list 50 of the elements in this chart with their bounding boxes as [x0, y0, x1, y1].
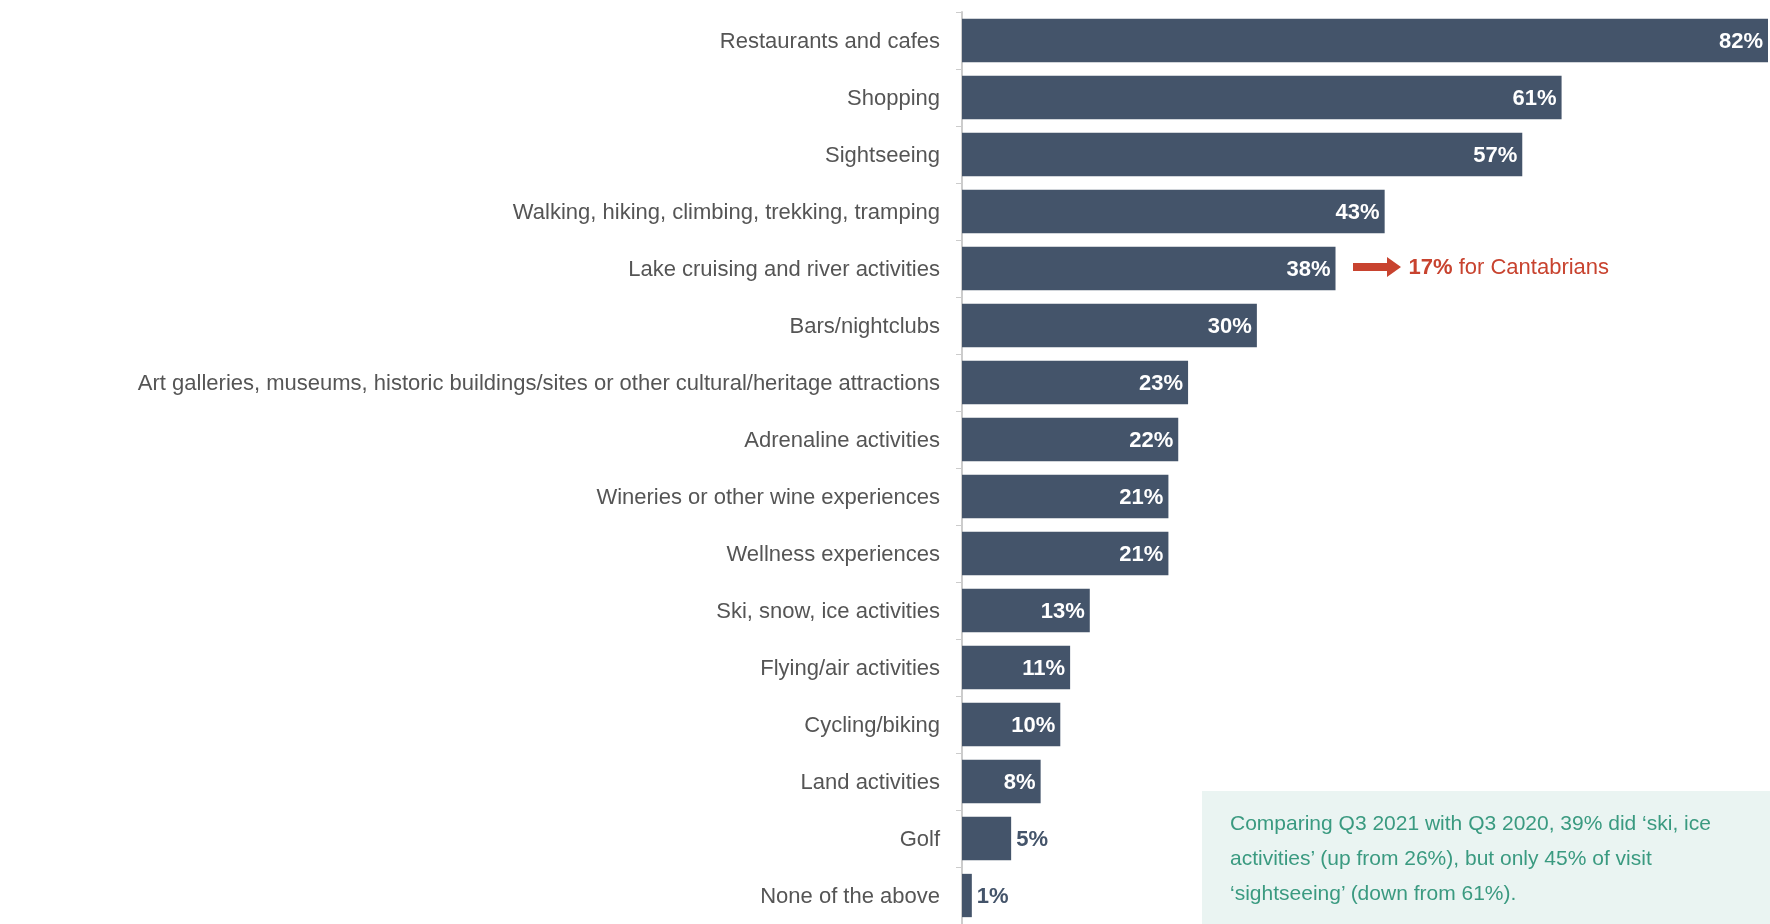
y-tick-label: Sightseeing: [825, 142, 940, 167]
y-tick-label: Lake cruising and river activities: [628, 256, 940, 281]
bar: [962, 360, 1189, 405]
note-box: Comparing Q3 2021 with Q3 2020, 39% did ‘ski, ice activities’ (up from 26%), but only 45% of visit ‘sightseeing’ (down from 61%).: [1202, 791, 1770, 924]
y-tick-label: Restaurants and cafes: [719, 28, 940, 53]
y-tick-label: None of the above: [760, 883, 940, 908]
y-tick-label: Wineries or other wine experiences: [596, 484, 940, 509]
y-tick-label: Ski, snow, ice activities: [716, 598, 940, 623]
bar: [962, 303, 1257, 348]
y-tick-label: Shopping: [847, 85, 940, 110]
y-tick-label: Cycling/biking: [804, 712, 940, 737]
data-label: 38%: [1286, 256, 1331, 281]
bar: [962, 759, 1041, 804]
data-label: 30%: [1207, 313, 1252, 338]
bar: [962, 246, 1336, 291]
data-label: 82%: [1718, 28, 1763, 53]
data-label: 1%: [976, 883, 1009, 908]
data-label: 21%: [1119, 484, 1164, 509]
bar: [962, 702, 1061, 747]
annotation: 17% for Cantabrians: [1408, 253, 1610, 280]
data-label: 21%: [1119, 541, 1164, 566]
y-tick-label: Adrenaline activities: [744, 427, 940, 452]
data-label: 61%: [1512, 85, 1557, 110]
bar: [962, 816, 1012, 861]
data-label: 13%: [1040, 598, 1085, 623]
bar: [962, 132, 1523, 177]
y-tick-label: Walking, hiking, climbing, trekking, tramping: [512, 199, 940, 224]
data-label: 57%: [1473, 142, 1518, 167]
bar: [962, 873, 972, 918]
y-tick-label: Land activities: [800, 769, 940, 794]
y-tick-label: Bars/nightclubs: [789, 313, 940, 338]
data-label: 43%: [1335, 199, 1380, 224]
bar: [962, 18, 1768, 63]
data-label: 10%: [1011, 712, 1056, 737]
y-tick-label: Golf: [899, 826, 941, 851]
data-label: 8%: [1003, 769, 1036, 794]
bar: [962, 588, 1090, 633]
y-tick-label: Flying/air activities: [760, 655, 940, 680]
bar: [962, 531, 1169, 576]
bar: [962, 417, 1179, 462]
data-label: 5%: [1016, 826, 1048, 851]
bar: [962, 75, 1562, 120]
bar: [962, 474, 1169, 519]
data-label: 23%: [1139, 370, 1184, 395]
y-tick-label: Wellness experiences: [726, 541, 940, 566]
bar: [962, 645, 1071, 690]
data-label: 11%: [1022, 655, 1066, 680]
bar: [962, 189, 1385, 234]
y-tick-label: Art galleries, museums, historic buildings/sites or other cultural/heritage attractions: [137, 370, 940, 395]
data-label: 22%: [1129, 427, 1174, 452]
